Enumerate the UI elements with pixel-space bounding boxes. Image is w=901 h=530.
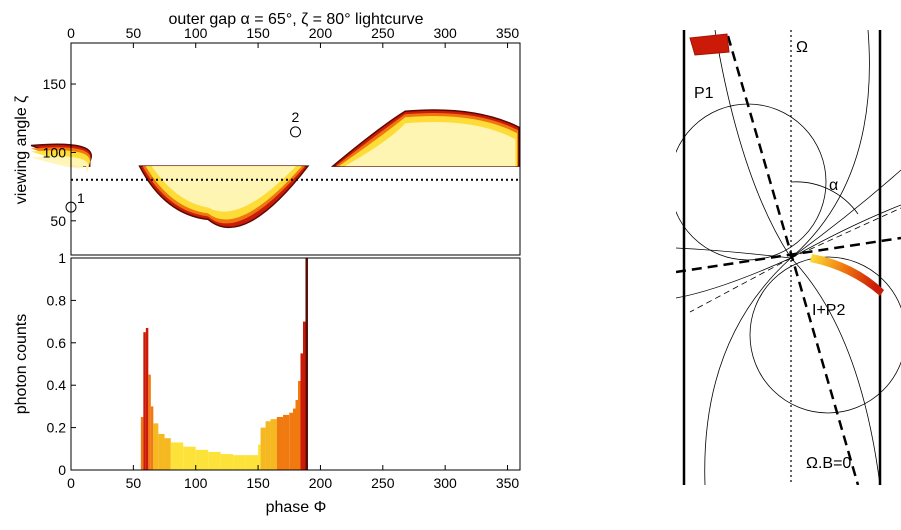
marker-circle bbox=[290, 126, 301, 138]
p1-label: P1 bbox=[694, 85, 714, 102]
x-tick-label: 300 bbox=[433, 475, 457, 491]
open-line bbox=[676, 257, 792, 299]
guide-line bbox=[689, 257, 792, 313]
guide-line bbox=[790, 207, 901, 259]
y-tick-label: 150 bbox=[43, 76, 67, 92]
lightcurve-panel: 0 50 100 150 200 250 300 350 0 0.2 0.4 0.6 0.8 1 pha… bbox=[13, 250, 521, 516]
marker-label: 1 bbox=[77, 190, 85, 206]
y-tick-label: 100 bbox=[43, 144, 67, 160]
open-line bbox=[704, 257, 792, 485]
top-y-axis-title: viewing angle ζ bbox=[13, 96, 30, 204]
field-lines bbox=[676, 30, 901, 485]
lightcurve-bar bbox=[158, 433, 165, 470]
x-tick-label: 50 bbox=[126, 25, 142, 41]
y-tick-label: 0 bbox=[58, 462, 66, 478]
x-tick-label: 200 bbox=[309, 25, 333, 41]
open-line bbox=[790, 169, 901, 259]
x-tick-label: 200 bbox=[309, 475, 333, 491]
lightcurve-bar bbox=[143, 332, 146, 470]
field-loop-lower bbox=[749, 256, 901, 414]
open-line bbox=[714, 30, 792, 259]
lightcurve-bar bbox=[145, 327, 149, 470]
ip2-label: I+P2 bbox=[812, 302, 845, 319]
lightcurve-bar bbox=[305, 258, 308, 470]
alpha-arc bbox=[790, 181, 859, 215]
x-tick-label: 150 bbox=[246, 475, 270, 491]
x-tick-label: 250 bbox=[371, 25, 395, 41]
emission-regions bbox=[30, 109, 520, 229]
lightcurve-bar bbox=[265, 421, 271, 470]
omega-label: Ω bbox=[796, 39, 808, 56]
alpha-label: α bbox=[829, 177, 838, 194]
ip2-emission-patch bbox=[810, 254, 884, 296]
bottom-x-ticks: 0 50 100 150 200 250 300 350 bbox=[67, 465, 519, 491]
lightcurve-bar bbox=[153, 423, 159, 470]
chart-title: outer gap α = 65°, ζ = 80° lightcurve bbox=[168, 11, 423, 28]
lightcurve-bar bbox=[297, 380, 301, 470]
emission-map-panel: outer gap α = 65°, ζ = 80° lightcurve 1 2… bbox=[13, 11, 521, 256]
x-tick-label: 350 bbox=[496, 475, 520, 491]
lightcurve-bar bbox=[233, 455, 246, 470]
emission-map-frame bbox=[70, 42, 521, 256]
lightcurve-frame bbox=[70, 257, 521, 471]
emission-region-band bbox=[151, 166, 296, 212]
x-tick-label: 0 bbox=[67, 25, 75, 41]
bottom-y-ticks: 0 0.2 0.4 0.6 0.8 1 bbox=[47, 250, 76, 478]
x-tick-label: 100 bbox=[184, 25, 208, 41]
lightcurve-bar bbox=[302, 321, 306, 470]
x-tick-label: 0 bbox=[67, 475, 75, 491]
lightcurve-bar bbox=[150, 406, 154, 470]
lightcurve-bar bbox=[220, 454, 234, 470]
x-tick-label: 50 bbox=[126, 475, 142, 491]
lightcurve-bar bbox=[293, 408, 296, 470]
lightcurve-bar bbox=[245, 455, 259, 470]
y-tick-label: 0.2 bbox=[47, 420, 67, 436]
y-tick-label: 1 bbox=[58, 250, 66, 266]
open-line bbox=[790, 257, 881, 485]
y-tick-label: 0.4 bbox=[47, 377, 67, 393]
open-line bbox=[790, 30, 870, 259]
lightcurve-bar bbox=[170, 442, 184, 470]
x-tick-label: 100 bbox=[184, 475, 208, 491]
lightcurve-bar bbox=[283, 414, 290, 470]
p1-emission-patch bbox=[689, 33, 730, 56]
x-tick-label: 150 bbox=[246, 25, 270, 41]
bottom-y-axis-title: photon counts bbox=[13, 314, 30, 415]
emission-region-band bbox=[31, 156, 89, 174]
y-tick-label: 50 bbox=[50, 213, 66, 229]
lightcurve-bar bbox=[258, 444, 261, 470]
magnetic-axis bbox=[726, 35, 860, 485]
lightcurve-bar bbox=[164, 438, 171, 470]
null-charge-line bbox=[676, 236, 901, 274]
x-tick-label: 300 bbox=[433, 25, 457, 41]
emission-region-band bbox=[344, 121, 516, 167]
y-tick-label: 0.6 bbox=[47, 335, 67, 351]
lightcurve-bar bbox=[208, 451, 221, 470]
open-line bbox=[790, 204, 901, 259]
top-y-ticks: 50 100 150 bbox=[43, 76, 76, 229]
lightcurve-bar bbox=[140, 417, 144, 470]
lightcurve-bar bbox=[300, 353, 303, 470]
top-x-ticks: 0 50 100 150 200 250 300 350 bbox=[67, 25, 519, 48]
bottom-x-axis-title: phase Φ bbox=[266, 499, 327, 516]
lightcurve-bar bbox=[195, 449, 209, 470]
omega-b-label: Ω.B=0 bbox=[806, 455, 851, 472]
lightcurve-bar bbox=[295, 400, 298, 470]
x-tick-label: 350 bbox=[496, 25, 520, 41]
x-tick-label: 250 bbox=[371, 475, 395, 491]
marker-label: 2 bbox=[292, 109, 300, 125]
lightcurve-bar bbox=[289, 412, 294, 470]
lightcurve-bar bbox=[260, 427, 266, 470]
magnetosphere-diagram: Ω α P1 I+P2 Ω.B=0 bbox=[676, 30, 901, 485]
y-tick-label: 0.8 bbox=[47, 292, 67, 308]
lightcurve-bar bbox=[270, 419, 277, 470]
lightcurve-bar bbox=[276, 417, 284, 470]
lightcurve-bar bbox=[183, 446, 196, 470]
lightcurve-bar bbox=[148, 374, 151, 470]
lightcurve-bars bbox=[140, 258, 308, 470]
